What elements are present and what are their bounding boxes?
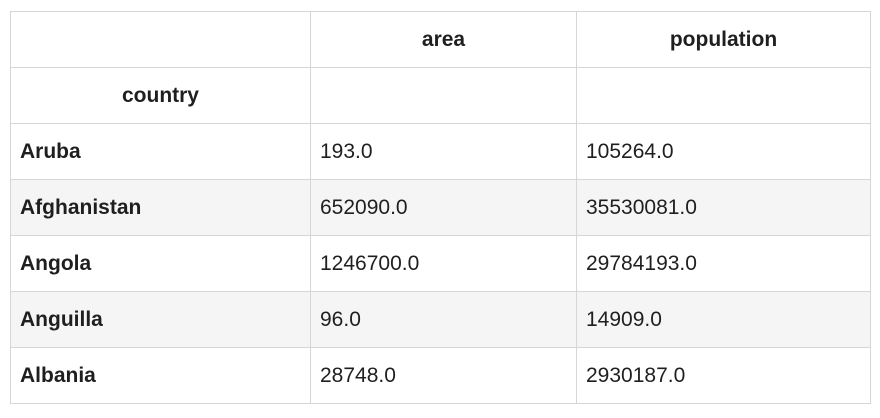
table-row: Anguilla 96.0 14909.0: [10, 291, 871, 348]
area-cell: 28748.0: [310, 347, 577, 404]
area-cell: 193.0: [310, 123, 577, 180]
table-row: Albania 28748.0 2930187.0: [10, 347, 871, 404]
table-row: Angola 1246700.0 29784193.0: [10, 235, 871, 292]
population-cell: 29784193.0: [576, 235, 871, 292]
table-row: Afghanistan 652090.0 35530081.0: [10, 179, 871, 236]
empty-header-cell: [310, 67, 577, 124]
population-cell: 14909.0: [576, 291, 871, 348]
row-label: Angola: [10, 235, 311, 292]
column-header-row: area population: [10, 11, 871, 68]
table-row: Aruba 193.0 105264.0: [10, 123, 871, 180]
dataframe-table: area population country Aruba 193.0 1052…: [10, 11, 871, 404]
population-cell: 105264.0: [576, 123, 871, 180]
column-header-area: area: [310, 11, 577, 68]
empty-header-cell: [576, 67, 871, 124]
row-label: Anguilla: [10, 291, 311, 348]
index-name-row: country: [10, 67, 871, 124]
area-cell: 652090.0: [310, 179, 577, 236]
index-name-header: country: [10, 67, 311, 124]
row-label: Aruba: [10, 123, 311, 180]
population-cell: 2930187.0: [576, 347, 871, 404]
column-header-population: population: [576, 11, 871, 68]
area-cell: 96.0: [310, 291, 577, 348]
row-label: Afghanistan: [10, 179, 311, 236]
corner-header-cell: [10, 11, 311, 68]
population-cell: 35530081.0: [576, 179, 871, 236]
row-label: Albania: [10, 347, 311, 404]
area-cell: 1246700.0: [310, 235, 577, 292]
dataframe-table-container: area population country Aruba 193.0 1052…: [10, 11, 871, 404]
